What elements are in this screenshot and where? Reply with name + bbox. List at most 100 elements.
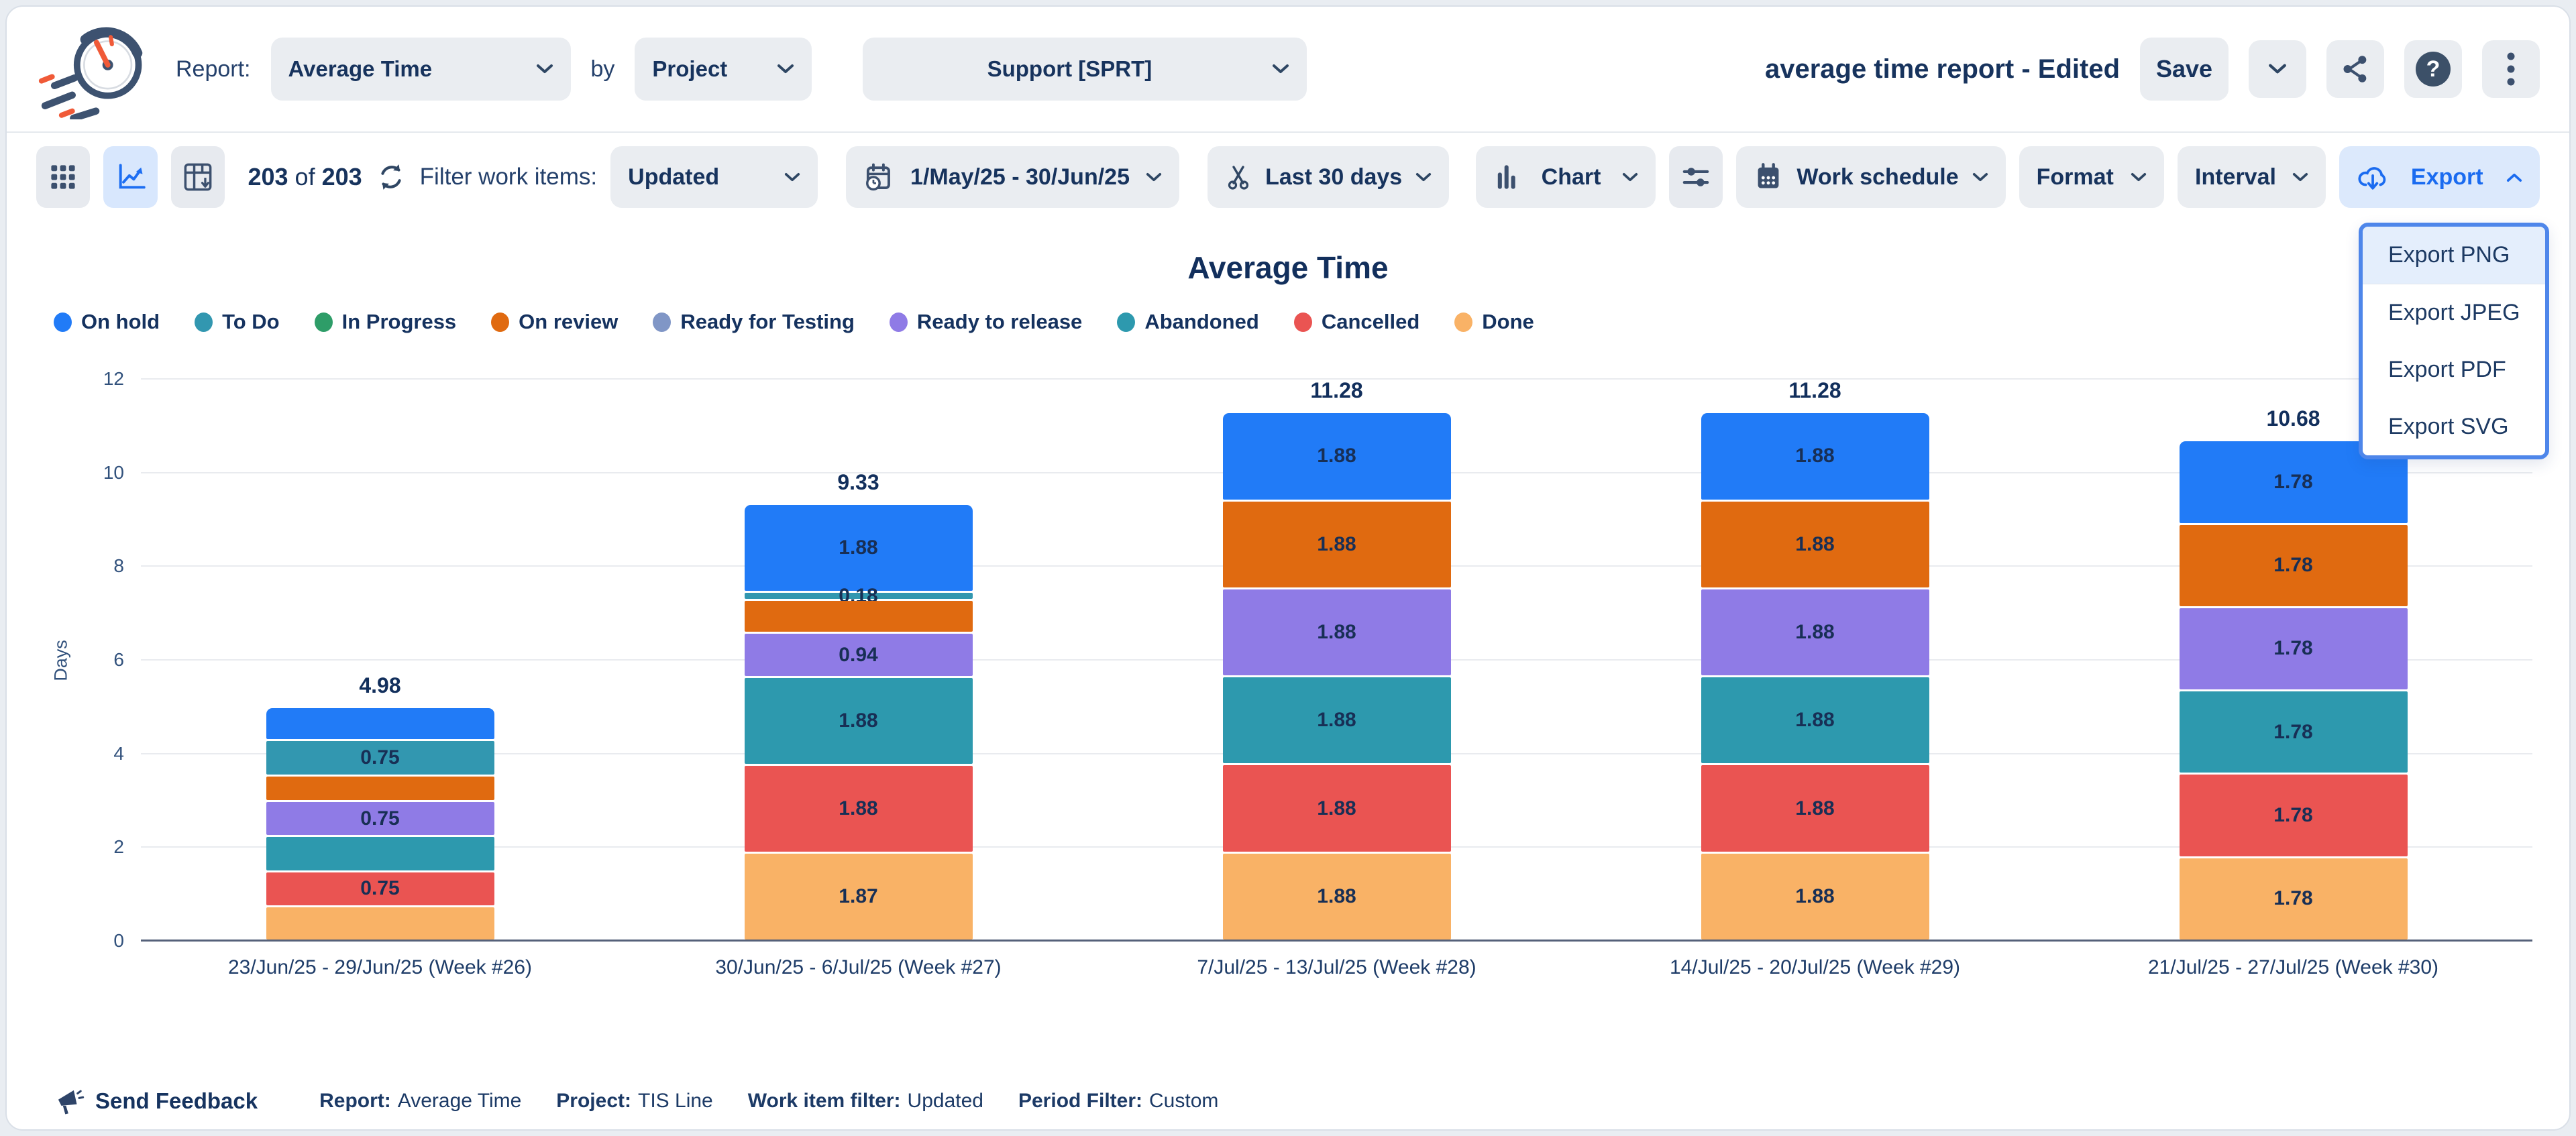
bar-segment[interactable]: 1.88 xyxy=(1222,589,1451,676)
legend-dot-icon xyxy=(54,312,72,332)
project-dropdown[interactable]: Support [SPRT] xyxy=(863,38,1307,101)
segment-value-label: 0.75 xyxy=(360,877,400,900)
date-range-dropdown[interactable]: 1/May/25 - 30/Jun/25 xyxy=(845,146,1180,208)
bar-segment[interactable]: 1.88 xyxy=(744,677,973,764)
report-type-dropdown[interactable]: Average Time xyxy=(270,38,571,101)
export-menu-item[interactable]: Export JPEG xyxy=(2363,284,2545,341)
bar-segment[interactable] xyxy=(266,776,494,800)
export-menu-item[interactable]: Export PDF xyxy=(2363,341,2545,398)
bar-segment[interactable]: 1.88 xyxy=(1222,765,1451,852)
export-dropdown[interactable]: Export xyxy=(2339,146,2540,208)
chart-settings-button[interactable] xyxy=(1668,146,1723,208)
bar-segment[interactable]: 1.88 xyxy=(1701,677,1929,764)
bar-segment[interactable]: 1.78 xyxy=(2179,608,2408,690)
footer-meta: Report: Average Time Project: TIS Line W… xyxy=(319,1090,1218,1113)
legend-item[interactable]: On hold xyxy=(54,310,160,334)
export-menu-item[interactable]: Export SVG xyxy=(2363,398,2545,455)
view-toggle-grid[interactable] xyxy=(36,146,91,208)
legend-item[interactable]: In Progress xyxy=(314,310,456,334)
bar-segment[interactable]: 1.88 xyxy=(1701,853,1929,940)
bar-segment[interactable]: 1.78 xyxy=(2179,524,2408,606)
bar-segment[interactable] xyxy=(266,837,494,870)
bar-segment[interactable]: 1.87 xyxy=(744,854,973,940)
chevron-down-icon xyxy=(2292,172,2308,182)
format-dropdown[interactable]: Format xyxy=(2019,146,2164,208)
work-schedule-dropdown[interactable]: Work schedule xyxy=(1736,146,2006,208)
kebab-icon xyxy=(2506,52,2516,87)
segment-value-label: 1.88 xyxy=(1317,885,1356,907)
legend-item[interactable]: Ready to release xyxy=(889,310,1082,334)
refresh-icon[interactable] xyxy=(376,162,407,192)
y-tick-label: 6 xyxy=(113,649,124,670)
bar-segment[interactable]: 1.88 xyxy=(1222,413,1451,500)
bar-segment[interactable]: 0.18 xyxy=(744,585,973,606)
more-options-button[interactable] xyxy=(2482,40,2540,98)
legend-label: To Do xyxy=(222,310,280,333)
legend-item[interactable]: Ready for Testing xyxy=(653,310,855,334)
bar-segment[interactable] xyxy=(744,601,973,632)
legend-item[interactable]: Cancelled xyxy=(1293,310,1419,334)
help-button[interactable]: ? xyxy=(2404,40,2462,98)
segment-value-label: 1.88 xyxy=(1795,797,1835,819)
group-by-dropdown[interactable]: Project xyxy=(635,38,812,101)
segment-value-label: 1.78 xyxy=(2273,804,2313,827)
bar-segment[interactable]: 1.88 xyxy=(1701,589,1929,676)
bar-segment[interactable]: 1.78 xyxy=(2179,775,2408,856)
app-logo-icon xyxy=(38,27,143,119)
gridline xyxy=(141,378,2532,380)
view-toggle-chart[interactable] xyxy=(103,146,158,208)
save-button[interactable]: Save xyxy=(2140,38,2229,101)
legend-dot-icon xyxy=(314,312,333,332)
bar-total-label: 10.68 xyxy=(2266,406,2320,431)
chevron-down-icon xyxy=(2268,63,2287,75)
legend-label: Ready for Testing xyxy=(680,310,855,333)
save-options-button[interactable] xyxy=(2249,40,2306,98)
count-total: 203 xyxy=(321,163,362,190)
export-menu-item[interactable]: Export PNG xyxy=(2363,227,2545,284)
question-icon: ? xyxy=(2414,50,2453,89)
legend-item[interactable]: On review xyxy=(491,310,618,334)
bar-total-label: 11.28 xyxy=(1788,378,1841,403)
interval-dropdown[interactable]: Interval xyxy=(2178,146,2326,208)
bar-segment[interactable]: 1.78 xyxy=(2179,691,2408,773)
legend-item[interactable]: To Do xyxy=(195,310,280,334)
trim-period-value: Last 30 days xyxy=(1265,164,1403,190)
footer-period-filter-pair: Period Filter: Custom xyxy=(1018,1090,1218,1113)
y-tick-label: 8 xyxy=(113,555,124,577)
stacked-bar: 10.68 1.78 1.78 1.78 1.78 1.78 1.78 xyxy=(2179,406,2408,940)
bar-segment[interactable] xyxy=(266,907,494,940)
filter-field-dropdown[interactable]: Updated xyxy=(610,146,818,208)
bar-segment[interactable]: 1.88 xyxy=(744,504,973,591)
bar-segment[interactable]: 1.88 xyxy=(1701,501,1929,587)
chevron-down-icon xyxy=(1972,172,1988,182)
bar-segment[interactable]: 0.75 xyxy=(266,801,494,836)
y-tick-label: 10 xyxy=(103,461,124,483)
legend-item[interactable]: Abandoned xyxy=(1117,310,1259,334)
send-feedback-button[interactable]: Send Feedback xyxy=(54,1086,258,1117)
bar-segment[interactable] xyxy=(266,708,494,740)
bar-segment[interactable]: 1.78 xyxy=(2179,858,2408,940)
bar-segment[interactable]: 1.88 xyxy=(1701,765,1929,852)
toolbar: 203 of 203 Filter work items: Updated xyxy=(7,133,2569,221)
bar-segment[interactable]: 0.75 xyxy=(266,741,494,775)
bar-segment[interactable]: 0.94 xyxy=(744,634,973,676)
share-button[interactable] xyxy=(2326,40,2384,98)
bar-segment[interactable]: 1.88 xyxy=(1222,501,1451,587)
bar-segment[interactable]: 1.88 xyxy=(1701,413,1929,500)
legend-dot-icon xyxy=(889,312,908,332)
bar-segment[interactable]: 1.88 xyxy=(744,766,973,852)
bar-segment[interactable]: 1.88 xyxy=(1222,853,1451,940)
segment-value-label: 1.88 xyxy=(839,797,878,820)
chart-type-dropdown[interactable]: Chart xyxy=(1476,146,1656,208)
y-axis-title: Days xyxy=(50,640,71,681)
line-chart-icon xyxy=(115,162,146,192)
scissors-icon xyxy=(1225,164,1252,190)
legend-item[interactable]: Done xyxy=(1454,310,1534,334)
trim-period-dropdown[interactable]: Last 30 days xyxy=(1208,146,1450,208)
chevron-down-icon xyxy=(536,64,553,74)
project-value: Support [SPRT] xyxy=(987,56,1152,81)
view-toggle-table[interactable] xyxy=(170,146,225,208)
calendar-clock-icon xyxy=(863,162,894,192)
bar-segment[interactable]: 0.75 xyxy=(266,872,494,906)
bar-segment[interactable]: 1.88 xyxy=(1222,677,1451,764)
